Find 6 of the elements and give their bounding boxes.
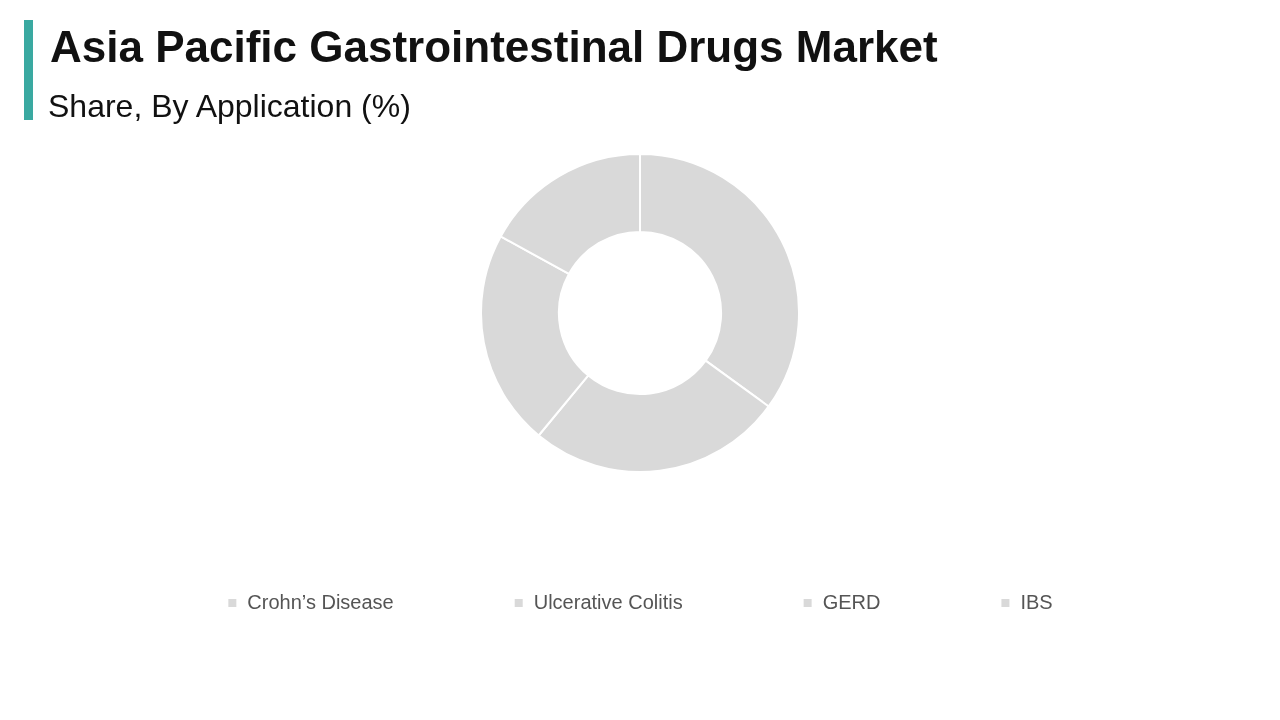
- legend-label: Crohn’s Disease: [247, 590, 394, 613]
- legend-label: Ulcerative Colitis: [533, 590, 683, 613]
- chart-subtitle: Share, By Application (%): [48, 88, 411, 125]
- chart-title: Asia Pacific Gastrointestinal Drugs Market: [50, 22, 938, 72]
- legend-label: IBS: [1020, 590, 1053, 613]
- legend-label: GERD: [822, 590, 881, 613]
